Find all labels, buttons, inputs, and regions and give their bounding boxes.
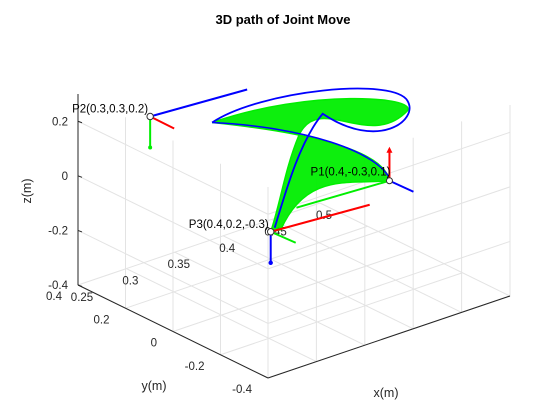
- z-tick-label: -0.2: [48, 225, 68, 237]
- y-tick-label: -0.2: [185, 361, 205, 373]
- grid-line-floor-y: [172, 249, 416, 332]
- y-tick-labels: -0.4 -0.2 0 0.2 0.4: [46, 291, 253, 396]
- p3-frame-y-axis: [270, 230, 297, 244]
- chart-title: 3D path of Joint Move: [215, 12, 350, 27]
- x-axis-line: [267, 295, 511, 379]
- x-tick-label: 0.4: [219, 243, 236, 255]
- p1-frame-z-axis: [389, 179, 414, 193]
- p1-marker: [385, 177, 393, 185]
- y-axis-line: [77, 284, 269, 379]
- joint-path: [211, 87, 411, 233]
- z-tick-label: -0.4: [48, 280, 68, 292]
- p3-marker: [267, 228, 275, 236]
- z-tick-label: 0.2: [52, 116, 68, 128]
- y-tick-label: -0.4: [232, 384, 252, 396]
- p2-frame-x-axis: [149, 115, 175, 130]
- coordinate-frames: [146, 88, 414, 265]
- axes-box: [77, 94, 511, 379]
- x-tick-label: 0.3: [122, 276, 138, 288]
- z-tick-mark: [77, 229, 83, 233]
- y-tick-label: 0.4: [46, 291, 63, 303]
- p3-frame-x-axis: [270, 203, 370, 233]
- p2-marker: [146, 112, 154, 121]
- p1-frame-y-axis: [296, 179, 390, 209]
- path-edge-inner: [212, 121, 393, 183]
- point-labels: P1(0.4,-0.3,0.1) P2(0.3,0.3,0.2) P3(0.4,0.…: [72, 103, 391, 230]
- path-sweep-band: [211, 97, 409, 233]
- x-axis-label: x(m): [374, 386, 399, 400]
- p2-frame-y-tip: [148, 145, 153, 150]
- grid-line-floor-y: [125, 225, 368, 309]
- x-tick-label: 0.25: [71, 292, 93, 304]
- p2-frame-z-axis: [149, 88, 248, 118]
- z-tick-mark: [77, 284, 83, 287]
- z-tick-label: 0: [62, 171, 68, 183]
- y-tick-label: 0.2: [94, 314, 110, 326]
- grid-line-xz-z: [267, 240, 511, 324]
- grid-line-floor-y: [220, 272, 463, 356]
- p3-frame-z-tip: [268, 260, 273, 265]
- grid-line-xz-z: [267, 186, 511, 270]
- y-tick-label: 0: [151, 338, 157, 350]
- grid-lines: [77, 93, 511, 379]
- z-tick-labels: -0.4 -0.2 0 0.2: [48, 116, 83, 292]
- z-tick-mark: [77, 175, 83, 178]
- z-tick-mark: [77, 120, 83, 124]
- point-label-p3: P3(0.4,0.2,-0.3): [189, 219, 269, 231]
- x-tick-label: 0.35: [168, 259, 190, 271]
- point-label-p1: P1(0.4,-0.3,0.1): [311, 167, 391, 179]
- p1-frame-x-arrow: [386, 146, 393, 153]
- point-label-p2: P2(0.3,0.3,0.2): [72, 103, 148, 115]
- z-axis-label: z(m): [20, 179, 34, 204]
- y-axis-label: y(m): [142, 379, 167, 393]
- path-edge-outer: [211, 87, 411, 229]
